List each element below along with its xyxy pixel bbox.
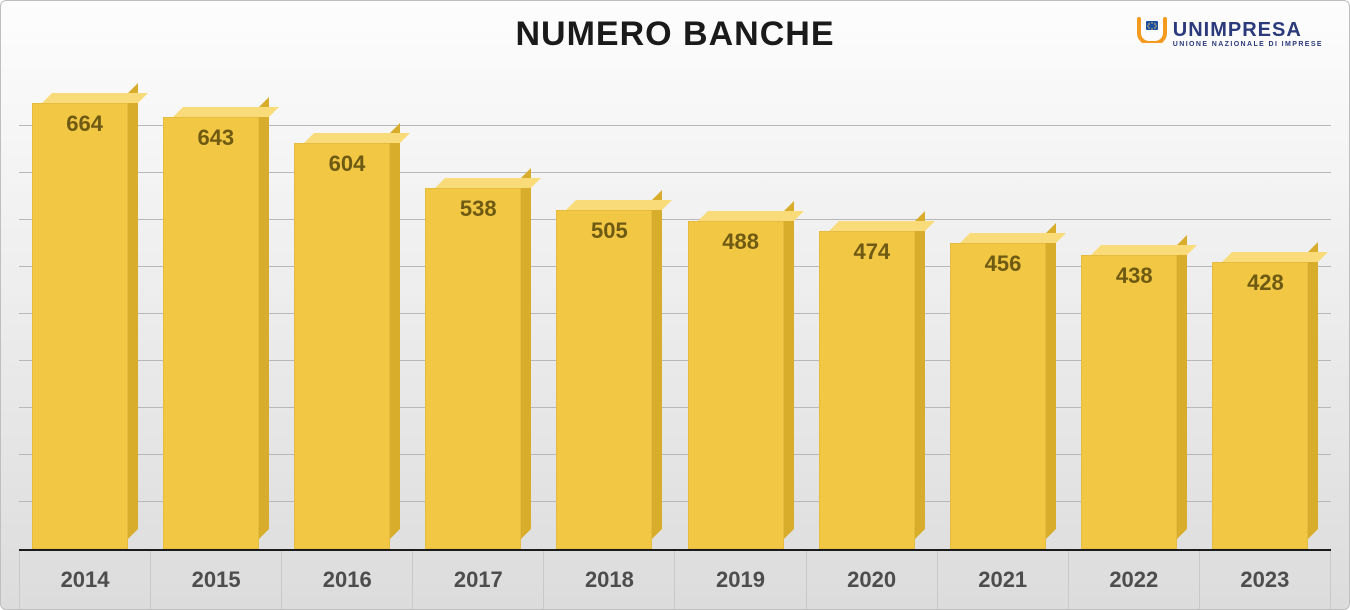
chart-x-label: 2014	[19, 551, 150, 609]
chart-bar: 456	[950, 233, 1056, 549]
chart-bar-value-label: 456	[950, 251, 1056, 277]
chart-bar: 664	[32, 93, 138, 549]
chart-x-label: 2016	[281, 551, 412, 609]
logo-brand-text: UNIMPRESA	[1173, 19, 1302, 42]
chart-bar: 643	[163, 107, 269, 549]
chart-bar-slot: 488	[675, 79, 806, 549]
chart-bar: 438	[1081, 245, 1187, 549]
chart-bar-value-label: 664	[32, 111, 138, 137]
chart-x-axis: 2014201520162017201820192020202120222023	[19, 551, 1331, 609]
logo-tagline: UNIONE NAZIONALE DI IMPRESE	[1173, 41, 1323, 48]
chart-bar-value-label: 505	[556, 218, 662, 244]
chart-bar-slot: 643	[150, 79, 281, 549]
bar-chart-card: NUMERO BANCHE UNIMPRESA UNIONE NAZIONALE…	[0, 0, 1350, 610]
chart-x-label: 2017	[412, 551, 543, 609]
chart-bar-slot: 664	[19, 79, 150, 549]
chart-bar-value-label: 428	[1212, 270, 1318, 296]
chart-bar-value-label: 488	[688, 229, 794, 255]
chart-x-label: 2019	[674, 551, 805, 609]
brand-logo: UNIMPRESA UNIONE NAZIONALE DI IMPRESE	[1137, 17, 1323, 48]
chart-bar: 538	[425, 178, 531, 549]
chart-bar: 474	[819, 221, 925, 549]
chart-bar-slot: 438	[1069, 79, 1200, 549]
chart-x-label: 2021	[937, 551, 1068, 609]
chart-bar: 604	[294, 133, 400, 549]
chart-bar-value-label: 604	[294, 151, 400, 177]
chart-bar: 505	[556, 200, 662, 549]
chart-bar: 488	[688, 211, 794, 549]
chart-bar: 428	[1212, 252, 1318, 549]
logo-icon	[1137, 17, 1167, 43]
chart-bar-slot: 604	[281, 79, 412, 549]
chart-bar-value-label: 643	[163, 125, 269, 151]
chart-x-label: 2023	[1199, 551, 1331, 609]
chart-x-label: 2022	[1068, 551, 1199, 609]
chart-x-label: 2018	[543, 551, 674, 609]
chart-x-label: 2015	[150, 551, 281, 609]
chart-bar-value-label: 538	[425, 196, 531, 222]
chart-x-label: 2020	[806, 551, 937, 609]
chart-bar-slot: 505	[544, 79, 675, 549]
chart-bar-slot: 456	[937, 79, 1068, 549]
chart-plot-area: 664 643 604 538 505 488 474 456 438 428	[19, 79, 1331, 551]
chart-bar-slot: 428	[1200, 79, 1331, 549]
chart-bar-slot: 538	[413, 79, 544, 549]
chart-bar-value-label: 474	[819, 239, 925, 265]
chart-bar-value-label: 438	[1081, 263, 1187, 289]
chart-bar-slot: 474	[806, 79, 937, 549]
